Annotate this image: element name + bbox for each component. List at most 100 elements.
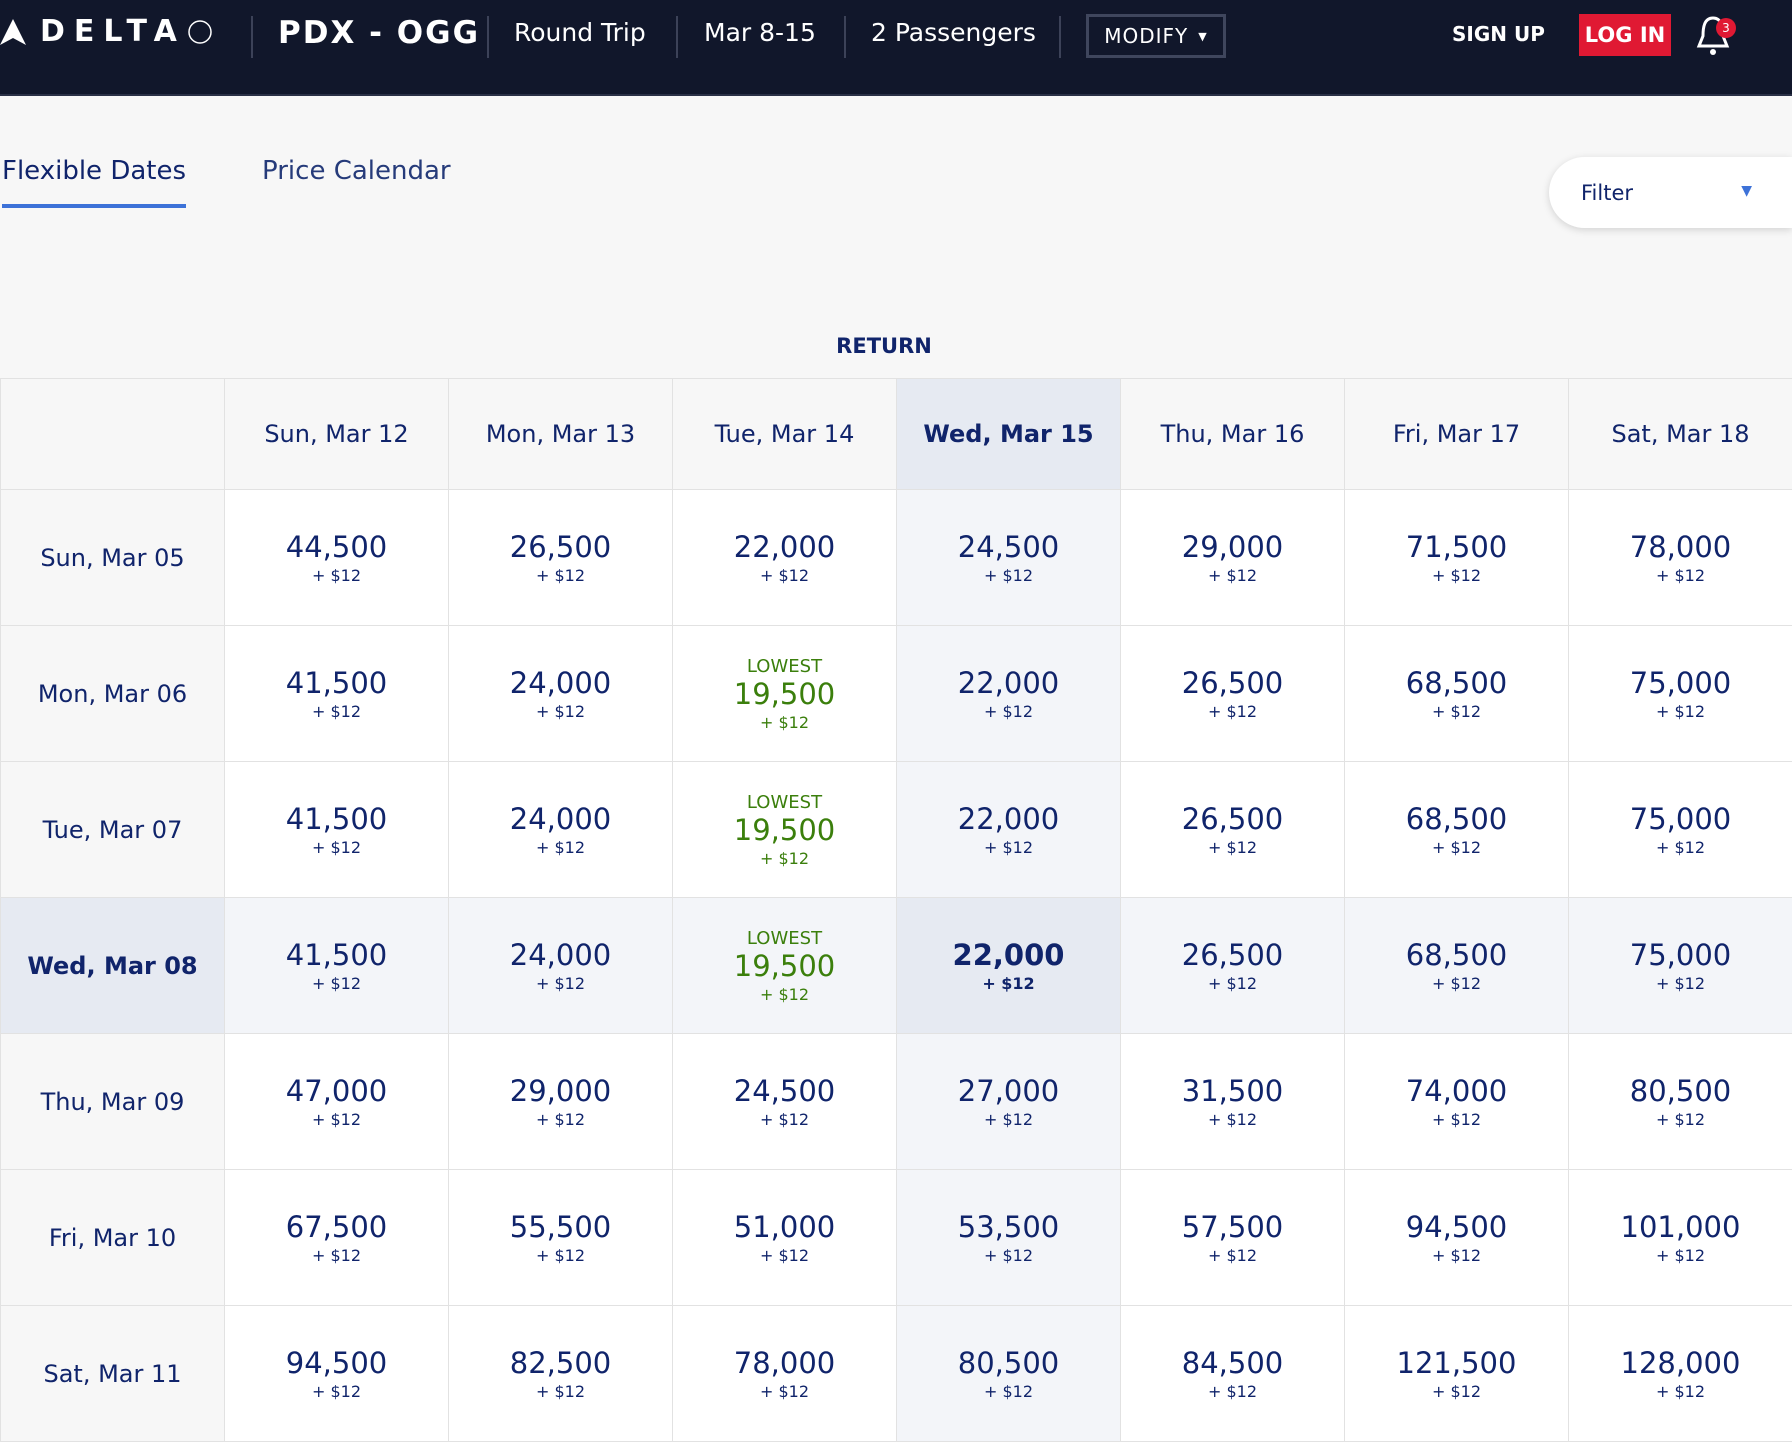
- fare-cell[interactable]: 51,000 + $12: [672, 1169, 897, 1306]
- miles-price: 24,000: [509, 938, 612, 972]
- miles-price: 68,500: [1405, 938, 1508, 972]
- fare-cell[interactable]: 71,500 + $12: [1344, 489, 1569, 626]
- fare-cell[interactable]: 24,000 + $12: [448, 897, 673, 1034]
- fare-cell[interactable]: 78,000 + $12: [672, 1305, 897, 1442]
- fare-cell[interactable]: 29,000 + $12: [448, 1033, 673, 1170]
- return-date-header: Fri, Mar 17: [1344, 378, 1569, 490]
- fare-cell[interactable]: 68,500 + $12: [1344, 897, 1569, 1034]
- depart-row: Fri, Mar 10 67,500 + $12 55,500 + $12 51,000 +…: [0, 1169, 1792, 1306]
- miles-price: 121,500: [1396, 1346, 1517, 1380]
- depart-date: Tue, Mar 07: [0, 761, 225, 898]
- fare-cell[interactable]: 74,000 + $12: [1344, 1033, 1569, 1170]
- fare-cell[interactable]: 22,000 + $12: [896, 897, 1121, 1034]
- miles-price: 29,000: [1181, 530, 1284, 564]
- travel-dates[interactable]: Mar 8-15: [704, 18, 816, 47]
- fare-cell[interactable]: 121,500 + $12: [1344, 1305, 1569, 1442]
- miles-price: 27,000: [957, 1074, 1060, 1108]
- divider: [844, 16, 846, 58]
- tab-price-calendar[interactable]: Price Calendar: [262, 156, 451, 186]
- depart-date: Sun, Mar 05: [0, 489, 225, 626]
- miles-price: 26,500: [1181, 938, 1284, 972]
- fare-cell[interactable]: 26,500 + $12: [1120, 897, 1345, 1034]
- tax-amount: + $12: [983, 702, 1034, 721]
- fare-cell[interactable]: 78,000 + $12: [1568, 489, 1792, 626]
- miles-price: 41,500: [285, 802, 388, 836]
- tab-flexible-dates[interactable]: Flexible Dates: [2, 156, 187, 208]
- miles-price: 44,500: [285, 530, 388, 564]
- log-in-button[interactable]: LOG IN: [1579, 14, 1671, 56]
- fare-cell[interactable]: 68,500 + $12: [1344, 625, 1569, 762]
- filter-label: Filter: [1581, 180, 1634, 205]
- fare-cell[interactable]: 84,500 + $12: [1120, 1305, 1345, 1442]
- fare-cell[interactable]: 22,000 + $12: [896, 625, 1121, 762]
- fare-cell[interactable]: LOWEST 19,500 + $12: [672, 761, 897, 898]
- tax-amount: + $12: [983, 566, 1034, 585]
- fare-cell[interactable]: 57,500 + $12: [1120, 1169, 1345, 1306]
- miles-price: 80,500: [1629, 1074, 1732, 1108]
- return-date-header-row: Sun, Mar 12 Mon, Mar 13 Tue, Mar 14 Wed, Ma…: [0, 378, 1792, 490]
- tax-amount: + $12: [1431, 838, 1482, 857]
- fare-cell[interactable]: 94,500 + $12: [224, 1305, 449, 1442]
- caret-down-icon: ▼: [1198, 29, 1208, 43]
- passengers[interactable]: 2 Passengers: [871, 18, 1036, 47]
- return-date-header: Mon, Mar 13: [448, 378, 673, 490]
- miles-price: 80,500: [957, 1346, 1060, 1380]
- fare-cell[interactable]: 41,500 + $12: [224, 625, 449, 762]
- tax-amount: + $12: [535, 1246, 586, 1265]
- fare-cell[interactable]: 26,500 + $12: [448, 489, 673, 626]
- fare-cell[interactable]: 22,000 + $12: [896, 761, 1121, 898]
- fare-cell[interactable]: 29,000 + $12: [1120, 489, 1345, 626]
- tax-amount: + $12: [1207, 838, 1258, 857]
- modify-button[interactable]: MODIFY ▼: [1086, 14, 1226, 58]
- fare-cell[interactable]: 41,500 + $12: [224, 761, 449, 898]
- fare-cell[interactable]: 24,000 + $12: [448, 761, 673, 898]
- fare-cell[interactable]: 67,500 + $12: [224, 1169, 449, 1306]
- miles-price: 84,500: [1181, 1346, 1284, 1380]
- fare-cell[interactable]: LOWEST 19,500 + $12: [672, 625, 897, 762]
- lowest-label: LOWEST: [746, 791, 823, 813]
- fare-cell[interactable]: 80,500 + $12: [1568, 1033, 1792, 1170]
- fare-cell[interactable]: LOWEST 19,500 + $12: [672, 897, 897, 1034]
- fare-cell[interactable]: 75,000 + $12: [1568, 625, 1792, 762]
- notification-badge: 3: [1716, 18, 1736, 38]
- fare-cell[interactable]: 26,500 + $12: [1120, 761, 1345, 898]
- miles-price: 31,500: [1181, 1074, 1284, 1108]
- miles-price: 78,000: [1629, 530, 1732, 564]
- fare-cell[interactable]: 75,000 + $12: [1568, 761, 1792, 898]
- depart-row: Sat, Mar 11 94,500 + $12 82,500 + $12 78,000 +…: [0, 1305, 1792, 1442]
- fare-cell[interactable]: 55,500 + $12: [448, 1169, 673, 1306]
- fare-cell[interactable]: 24,500 + $12: [672, 1033, 897, 1170]
- fare-cell[interactable]: 24,500 + $12: [896, 489, 1121, 626]
- fare-cell[interactable]: 53,500 + $12: [896, 1169, 1121, 1306]
- divider: [676, 16, 678, 58]
- fare-cell[interactable]: 101,000 + $12: [1568, 1169, 1792, 1306]
- tax-amount: + $12: [1431, 974, 1482, 993]
- divider: [1059, 16, 1061, 58]
- fare-cell[interactable]: 47,000 + $12: [224, 1033, 449, 1170]
- route[interactable]: PDX - OGG: [278, 15, 481, 51]
- fare-cell[interactable]: 44,500 + $12: [224, 489, 449, 626]
- fare-cell[interactable]: 75,000 + $12: [1568, 897, 1792, 1034]
- fare-cell[interactable]: 31,500 + $12: [1120, 1033, 1345, 1170]
- fare-cell[interactable]: 26,500 + $12: [1120, 625, 1345, 762]
- sign-up-link[interactable]: SIGN UP: [1452, 22, 1545, 46]
- delta-logo[interactable]: DELTA: [0, 14, 228, 49]
- fare-cell[interactable]: 41,500 + $12: [224, 897, 449, 1034]
- trip-type[interactable]: Round Trip: [514, 18, 646, 47]
- tax-amount: + $12: [1431, 566, 1482, 585]
- fare-cell[interactable]: 27,000 + $12: [896, 1033, 1121, 1170]
- fare-cell[interactable]: 128,000 + $12: [1568, 1305, 1792, 1442]
- fare-cell[interactable]: 68,500 + $12: [1344, 761, 1569, 898]
- miles-price: 19,500: [733, 812, 836, 847]
- tax-amount: + $12: [311, 974, 362, 993]
- filter-dropdown[interactable]: Filter ▼: [1549, 157, 1792, 228]
- fare-cell[interactable]: 22,000 + $12: [672, 489, 897, 626]
- tax-amount: + $12: [1207, 1246, 1258, 1265]
- fare-cell[interactable]: 24,000 + $12: [448, 625, 673, 762]
- fare-cell[interactable]: 94,500 + $12: [1344, 1169, 1569, 1306]
- miles-price: 53,500: [957, 1210, 1060, 1244]
- fare-cell[interactable]: 80,500 + $12: [896, 1305, 1121, 1442]
- tax-amount: + $12: [535, 702, 586, 721]
- fare-cell[interactable]: 82,500 + $12: [448, 1305, 673, 1442]
- miles-price: 94,500: [1405, 1210, 1508, 1244]
